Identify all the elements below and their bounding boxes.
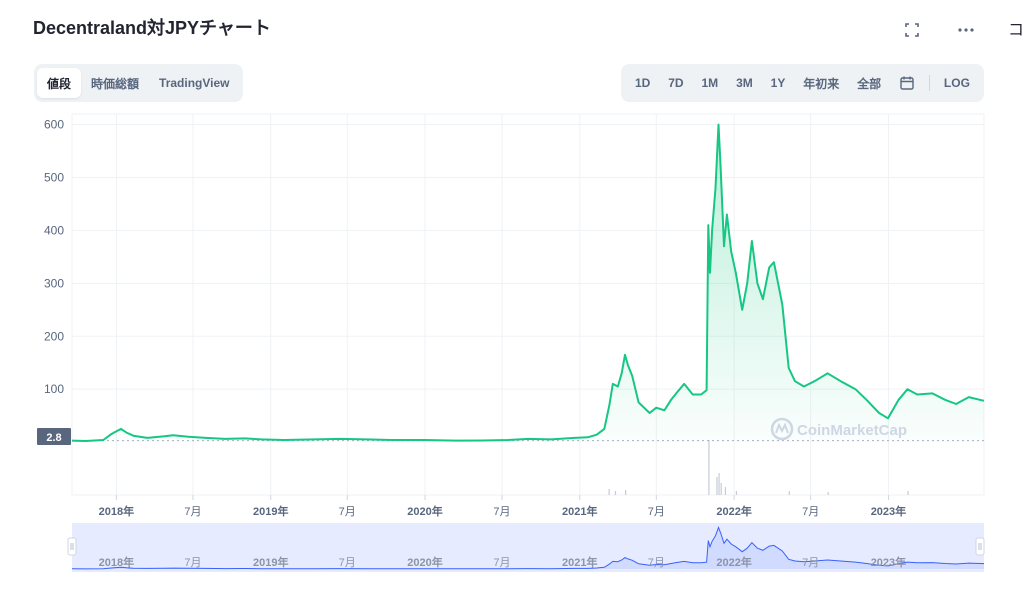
x-tick-label: 7月	[184, 506, 201, 518]
navigator-tick-label: 2020年	[407, 555, 442, 569]
range-3m[interactable]: 3M	[736, 76, 753, 90]
y-tick-label: 200	[44, 329, 64, 343]
current-price-value: 2.8	[46, 432, 61, 444]
price-line	[71, 123, 985, 442]
x-tick-label: 2023年	[871, 504, 906, 518]
x-tick-label: 7月	[493, 506, 510, 518]
navigator-tick-label: 2022年	[716, 555, 751, 569]
expand-icon[interactable]	[900, 20, 924, 40]
x-tick-label: 7月	[339, 506, 356, 518]
volume-bar	[735, 491, 738, 495]
navigator-x-axis: 2018年 7月 2019年 7月 2020年 7月 2021年 7月 2022年 7月 2023年	[99, 555, 907, 569]
x-tick-label: 7月	[648, 506, 665, 518]
volume-bar	[907, 491, 909, 495]
volume-bar	[788, 491, 790, 495]
volume-bar	[708, 440, 710, 495]
navigator-line	[71, 525, 985, 570]
y-tick-label: 100	[44, 382, 64, 396]
range-7d[interactable]: 7D	[668, 76, 684, 90]
tab-market-cap[interactable]: 時価総額	[91, 76, 140, 91]
y-tick-label: 300	[44, 276, 64, 290]
x-tick-label: 7月	[802, 506, 819, 518]
x-tick-label: 2020年	[407, 504, 442, 518]
volume-bar	[720, 483, 722, 495]
edge-fragment: コ	[1008, 22, 1024, 39]
navigator-tick-label: 7月	[802, 557, 819, 569]
more-icon[interactable]	[954, 20, 978, 40]
current-price-tag: 2.8	[37, 428, 71, 445]
range-1d[interactable]: 1D	[635, 76, 651, 90]
navigator-tick-label: 2018年	[99, 555, 134, 569]
page-title: Decentraland対JPYチャート	[33, 18, 271, 38]
price-area	[72, 124, 984, 443]
volume-bar	[716, 477, 718, 495]
volume-bar	[718, 473, 720, 495]
tab-tradingview[interactable]: TradingView	[159, 76, 230, 90]
navigator-tick-label: 2019年	[253, 555, 288, 569]
x-axis: 2018年 7月 2019年 7月 2020年 7月 2021年 7月 2022年 7月 2023年	[99, 495, 906, 518]
y-tick-label: 500	[44, 171, 64, 185]
navigator-tick-label: 7月	[648, 557, 665, 569]
chart-type-tabs: 値段 時価総額 TradingView	[34, 64, 243, 102]
volume-bar	[608, 489, 610, 495]
x-tick-label: 2019年	[253, 504, 288, 518]
volume-bar	[625, 490, 627, 495]
range-selector: 1D 7D 1M 3M 1Y 年初来 全部 LOG	[621, 64, 984, 102]
volume-bar	[827, 492, 829, 495]
watermark: CoinMarketCap	[770, 417, 907, 441]
coinmarketcap-logo-icon	[770, 417, 794, 441]
range-1m[interactable]: 1M	[701, 76, 719, 90]
y-tick-label: 400	[44, 223, 64, 237]
watermark-text: CoinMarketCap	[797, 422, 907, 439]
y-axis: 600 500 400 300 200 100	[44, 118, 64, 397]
x-tick-label: 2018年	[99, 504, 134, 518]
y-tick-label: 600	[44, 118, 64, 132]
navigator-right-handle[interactable]	[975, 537, 985, 556]
navigator-tick-label: 2021年	[562, 555, 597, 569]
navigator-tick-label: 7月	[184, 557, 201, 569]
x-tick-label: 2022年	[716, 504, 751, 518]
log-toggle[interactable]: LOG	[943, 76, 970, 90]
volume-bars	[608, 440, 909, 495]
volume-bar	[614, 491, 617, 495]
x-tick-label: 2021年	[562, 504, 597, 518]
range-ytd[interactable]: 年初来	[803, 76, 840, 91]
navigator[interactable]: 2018年 7月 2019年 7月 2020年 7月 2021年 7月 2022年 7月 2023年	[67, 523, 985, 572]
volume-bar	[724, 487, 727, 495]
calendar-icon[interactable]	[895, 68, 919, 98]
navigator-area	[72, 527, 984, 569]
navigator-tick-label: 7月	[493, 557, 510, 569]
navigator-tick-label: 7月	[339, 557, 356, 569]
plot-frame	[71, 113, 985, 496]
range-all[interactable]: 全部	[857, 76, 882, 91]
navigator-left-handle[interactable]	[67, 537, 77, 556]
range-1y[interactable]: 1Y	[770, 76, 786, 90]
grid	[71, 113, 985, 496]
tab-price[interactable]: 値段	[37, 68, 82, 98]
range-divider	[929, 75, 930, 91]
navigator-tick-label: 2023年	[871, 555, 906, 569]
